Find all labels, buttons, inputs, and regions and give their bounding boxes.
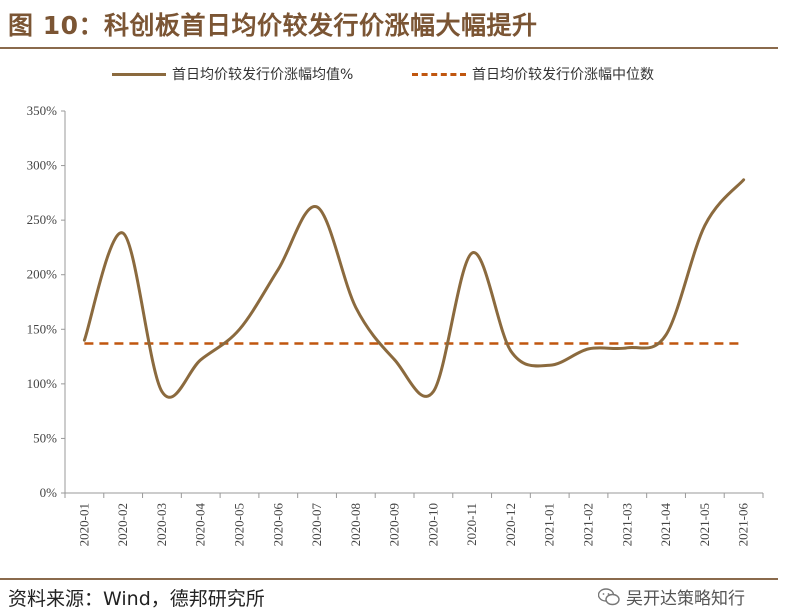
x-tick-label: 2020-08 (348, 503, 363, 546)
legend-swatch-median (412, 72, 466, 76)
x-tick-label: 2020-03 (154, 503, 169, 546)
x-tick-label: 2021-03 (619, 503, 634, 546)
y-tick-label: 350% (27, 103, 58, 118)
legend-label-mean: 首日均价较发行价涨幅均值% (172, 67, 354, 83)
y-tick-label: 50% (33, 430, 57, 445)
x-tick-label: 2020-12 (503, 503, 518, 546)
x-tick-label: 2021-01 (542, 503, 557, 546)
y-tick-label: 300% (27, 158, 58, 173)
y-tick-label: 250% (27, 212, 58, 227)
y-tick-label: 200% (27, 267, 58, 282)
watermark-text: 吴开达策略知行 (626, 589, 745, 609)
x-tick-label: 2020-06 (270, 503, 285, 547)
footer-divider (0, 578, 778, 580)
chart-legend: 首日均价较发行价涨幅均值% 首日均价较发行价涨幅中位数 (0, 64, 788, 88)
y-tick-label: 150% (27, 321, 58, 336)
x-tick-label: 2020-10 (425, 503, 440, 546)
legend-item-median: 首日均价较发行价涨幅中位数 (412, 64, 654, 84)
x-tick-label: 2020-01 (76, 503, 91, 546)
x-tick-label: 2020-09 (387, 503, 402, 546)
x-tick-label: 2020-05 (232, 503, 247, 546)
series-line-mean (82, 178, 746, 399)
figure-title: 图 10：科创板首日均价较发行价涨幅大幅提升 (8, 11, 538, 40)
watermark: 吴开达策略知行 (598, 584, 745, 609)
legend-label-median: 首日均价较发行价涨幅中位数 (472, 67, 654, 83)
x-tick-label: 2021-04 (658, 503, 673, 547)
x-tick-label: 2020-11 (464, 503, 479, 546)
x-tick-label: 2020-04 (193, 503, 208, 547)
x-tick-label: 2020-07 (309, 503, 324, 547)
legend-swatch-mean (112, 72, 166, 76)
x-tick-label: 2021-06 (736, 503, 751, 547)
x-tick-label: 2021-05 (697, 503, 712, 546)
legend-item-mean: 首日均价较发行价涨幅均值% (112, 64, 353, 84)
wechat-icon (598, 587, 620, 605)
x-tick-label: 2021-02 (581, 503, 596, 546)
title-divider (0, 47, 778, 49)
source-note: 资料来源：Wind，德邦研究所 (8, 588, 265, 610)
x-tick-label: 2020-02 (115, 503, 130, 546)
y-tick-label: 100% (27, 376, 58, 391)
y-tick-label: 0% (40, 485, 58, 500)
